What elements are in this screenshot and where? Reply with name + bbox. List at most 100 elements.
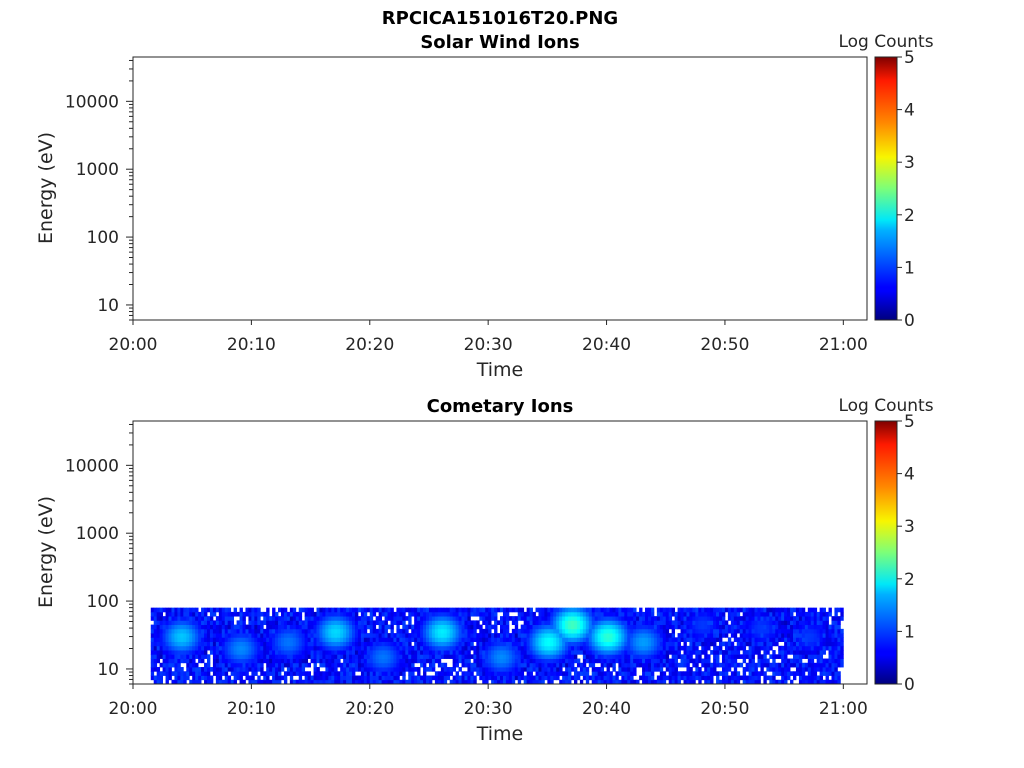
spectrogram-cell	[624, 671, 628, 676]
spectrogram-cell	[627, 624, 631, 630]
spectrogram-cell	[647, 633, 652, 638]
spectrogram-cell	[689, 671, 693, 676]
spectrogram-cell	[488, 675, 492, 681]
spectrogram-cell	[461, 650, 465, 655]
spectrogram-cell	[150, 616, 155, 621]
spectrogram-cell	[278, 675, 282, 681]
spectrogram-cell	[733, 637, 738, 642]
spectrogram-cell	[618, 611, 622, 617]
spectrogram-cell	[653, 654, 658, 659]
spectrogram-cell	[639, 616, 643, 621]
spectrogram-cell	[476, 645, 480, 651]
spectrogram-cell	[218, 675, 223, 681]
spectrogram-cell	[520, 667, 525, 672]
spectrogram-cell	[739, 645, 744, 651]
spectrogram-cell	[272, 624, 276, 630]
spectrogram-cell	[550, 654, 554, 659]
spectrogram-cell	[692, 616, 696, 621]
spectrogram-cell	[227, 624, 232, 630]
spectrogram-cell	[189, 633, 193, 638]
spectrogram-cell	[218, 607, 223, 613]
spectrogram-cell	[751, 658, 755, 664]
spectrogram-cell	[233, 654, 237, 659]
spectrogram-cell	[352, 654, 356, 659]
spectrogram-cell	[716, 607, 720, 613]
spectrogram-cell	[375, 607, 380, 613]
spectrogram-cell	[488, 667, 492, 672]
spectrogram-cell	[665, 616, 670, 621]
spectrogram-cell	[372, 658, 377, 664]
spectrogram-cell	[402, 662, 406, 668]
spectrogram-cell	[437, 654, 442, 659]
spectrogram-cell	[636, 633, 640, 638]
spectrogram-cell	[612, 616, 616, 621]
y-tick-label: 10000	[65, 456, 119, 476]
spectrogram-cell	[701, 650, 705, 655]
spectrogram-cell	[742, 620, 747, 626]
spectrogram-cell	[304, 645, 309, 651]
spectrogram-cell	[505, 616, 510, 621]
spectrogram-cell	[491, 616, 495, 621]
spectrogram-cell	[221, 671, 226, 676]
spectrogram-cell	[180, 611, 184, 617]
spectrogram-cell	[174, 654, 178, 659]
spectrogram-cell	[375, 650, 380, 655]
spectrogram-cell	[452, 667, 457, 672]
spectrogram-cell	[334, 662, 338, 668]
spectrogram-cell	[642, 616, 646, 621]
spectrogram-cell	[819, 671, 824, 676]
spectrogram-cell	[437, 616, 442, 621]
spectrogram-cell	[686, 607, 690, 613]
spectrogram-cell	[556, 620, 560, 626]
spectrogram-cell	[411, 679, 415, 684]
spectrogram-cell	[482, 675, 486, 681]
spectrogram-cell	[186, 671, 190, 676]
spectrogram-cell	[206, 645, 211, 651]
spectrogram-cell	[352, 637, 356, 642]
spectrogram-cell	[408, 650, 412, 655]
spectrogram-cell	[517, 679, 522, 684]
spectrogram-cell	[198, 633, 202, 638]
spectrogram-cell	[328, 620, 332, 626]
spectrogram-cell	[236, 658, 240, 664]
spectrogram-cell	[402, 620, 406, 626]
spectrogram-cell	[760, 641, 764, 647]
spectrogram-cell	[171, 620, 175, 626]
spectrogram-cell	[408, 620, 412, 626]
spectrogram-cell	[769, 667, 773, 672]
spectrogram-cell	[337, 628, 341, 634]
spectrogram-cell	[772, 675, 776, 681]
spectrogram-cell	[585, 611, 590, 617]
spectrogram-cell	[269, 624, 273, 630]
spectrogram-cell	[757, 620, 761, 626]
spectrogram-cell	[266, 616, 270, 621]
spectrogram-cell	[505, 671, 510, 676]
spectrogram-cell	[642, 645, 646, 651]
spectrogram-cell	[784, 671, 788, 676]
spectrogram-cell	[677, 637, 681, 642]
spectrogram-cell	[822, 658, 826, 664]
spectrogram-cell	[736, 662, 741, 668]
spectrogram-cell	[837, 671, 841, 676]
spectrogram-cell	[707, 616, 711, 621]
spectrogram-cell	[647, 641, 652, 647]
spectrogram-cell	[476, 671, 480, 676]
spectrogram-cell	[837, 633, 841, 638]
spectrogram-cell	[150, 662, 155, 668]
spectrogram-cell	[727, 662, 732, 668]
spectrogram-cell	[748, 671, 752, 676]
spectrogram-cell	[769, 654, 773, 659]
spectrogram-cell	[630, 667, 634, 672]
spectrogram-cell	[307, 675, 311, 681]
spectrogram-cell	[390, 611, 394, 617]
spectrogram-cell	[269, 662, 273, 668]
spectrogram-cell	[588, 616, 593, 621]
spectrogram-cell	[724, 620, 729, 626]
spectrogram-cell	[787, 611, 791, 617]
spectrogram-cell	[716, 611, 720, 617]
spectrogram-cell	[227, 667, 232, 672]
spectrogram-cell	[476, 650, 480, 655]
spectrogram-cell	[748, 679, 752, 684]
spectrogram-cell	[257, 637, 261, 642]
